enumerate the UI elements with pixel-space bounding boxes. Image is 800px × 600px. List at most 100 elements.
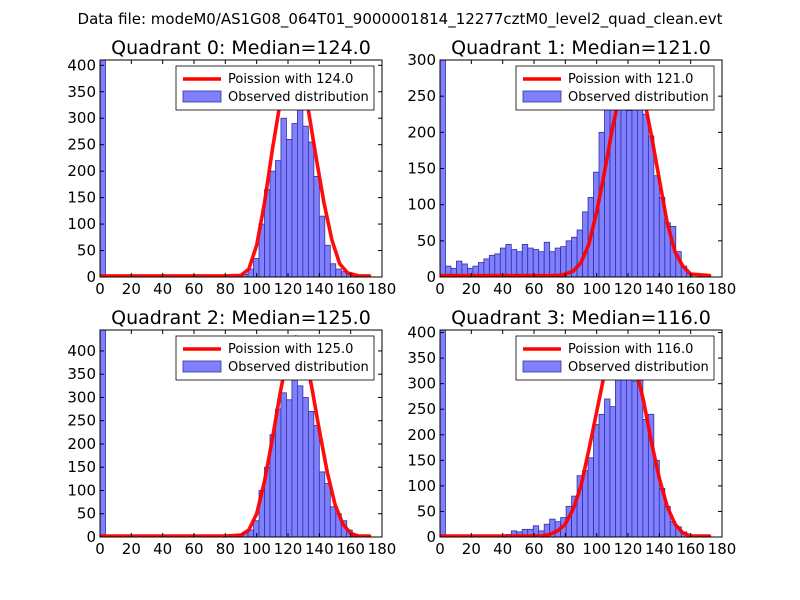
y-tick-label: 0 <box>426 528 436 546</box>
histogram-bar <box>637 95 644 277</box>
x-tick-label: 0 <box>435 280 445 298</box>
x-tick-label: 60 <box>524 280 543 298</box>
y-tick-label: 150 <box>407 160 436 178</box>
y-tick-label: 300 <box>407 375 436 393</box>
y-tick-label: 100 <box>407 477 436 495</box>
histogram-bar <box>647 135 655 277</box>
x-tick-label: 0 <box>95 540 105 558</box>
histogram-bar <box>307 141 315 277</box>
legend-bar-swatch <box>182 90 222 103</box>
x-tick-label: 100 <box>582 540 611 558</box>
x-tick-label: 160 <box>336 280 365 298</box>
histogram-bar <box>549 251 556 277</box>
panel-title: Quadrant 3: Median=116.0 <box>451 307 711 329</box>
panel-title: Quadrant 1: Median=121.0 <box>451 37 711 59</box>
y-tick-label: 400 <box>67 342 96 360</box>
x-tick-label: 20 <box>462 280 481 298</box>
x-tick-label: 160 <box>336 540 365 558</box>
histogram-bar <box>521 244 529 277</box>
histogram-bar <box>269 170 276 277</box>
histogram-bar <box>313 424 320 537</box>
legend-bar-swatch <box>522 90 562 103</box>
y-tick-label: 250 <box>67 136 96 154</box>
panel-quadrant-1: Quadrant 1: Median=121.00 20 40 60 80 100 120 1… <box>407 37 736 298</box>
panel-quadrant-2: Quadrant 2: Median=125.00 20 40 60 80 100 120 1… <box>67 307 396 558</box>
x-tick-label: 60 <box>524 540 543 558</box>
histogram-bar <box>296 385 304 537</box>
x-tick-label: 20 <box>462 540 481 558</box>
figure-suptitle: Data file: modeM0/AS1G08_064T01_90000018… <box>78 10 723 29</box>
legend: Poission with 124.0 Observed distribution <box>175 65 375 111</box>
legend-entry-poisson: Poission with 116.0 <box>568 342 693 357</box>
x-tick-label: 180 <box>368 280 397 298</box>
legend-entry-observed: Observed distribution <box>228 360 369 375</box>
axes-frame <box>439 329 723 538</box>
histogram-bar <box>440 330 446 537</box>
x-tick-label: 20 <box>122 540 141 558</box>
histogram-bar <box>307 411 315 537</box>
y-tick-label: 0 <box>86 528 96 546</box>
y-tick-label: 350 <box>407 349 436 367</box>
y-tick-label: 200 <box>67 435 96 453</box>
panel-quadrant-3: Quadrant 3: Median=116.00 20 40 60 80 100 120 1… <box>407 307 736 558</box>
x-tick-label: 160 <box>676 540 705 558</box>
y-tick-label: 400 <box>67 56 96 74</box>
y-tick-label: 200 <box>407 123 436 141</box>
histogram-bar <box>280 392 287 537</box>
x-tick-label: 100 <box>242 280 271 298</box>
x-tick-label: 80 <box>556 280 575 298</box>
y-tick-label: 200 <box>67 162 96 180</box>
histogram-bar <box>653 175 660 277</box>
histogram-bar <box>302 125 309 277</box>
histogram-bar <box>499 247 507 277</box>
histogram-bar <box>620 373 627 537</box>
legend-box <box>515 65 715 111</box>
histogram-bar <box>296 88 304 277</box>
legend-entry-poisson: Poission with 125.0 <box>228 342 353 357</box>
histogram-bar <box>100 330 106 537</box>
y-tick-label: 250 <box>67 412 96 430</box>
histogram-bar <box>576 229 583 277</box>
y-tick-label: 100 <box>407 196 436 214</box>
histogram-bar <box>286 399 293 537</box>
legend: Poission with 125.0 Observed distribution <box>175 335 375 381</box>
y-tick-label: 50 <box>417 232 436 250</box>
x-tick-label: 140 <box>305 280 334 298</box>
legend-entry-observed: Observed distribution <box>568 90 709 105</box>
x-tick-label: 120 <box>274 540 303 558</box>
y-tick-label: 50 <box>417 502 436 520</box>
x-tick-label: 180 <box>368 540 397 558</box>
histogram-bar <box>516 251 523 277</box>
histogram-bar <box>543 241 551 277</box>
y-tick-label: 150 <box>67 189 96 207</box>
legend: Poission with 116.0 Observed distribution <box>515 335 715 381</box>
y-tick-label: 350 <box>67 365 96 383</box>
histogram-bar <box>593 424 600 537</box>
histogram-bar <box>313 176 320 277</box>
histogram-bar <box>318 215 326 277</box>
y-tick-label: 400 <box>407 324 436 342</box>
histogram-bar <box>554 247 562 277</box>
histogram-bar <box>291 123 298 277</box>
panel-title: Quadrant 0: Median=124.0 <box>111 37 371 59</box>
x-tick-label: 20 <box>122 280 141 298</box>
y-tick-label: 300 <box>67 109 96 127</box>
legend-box <box>175 65 375 111</box>
x-tick-label: 40 <box>153 280 172 298</box>
panels: Quadrant 0: Median=124.00 20 40 60 80 100 120 1… <box>67 37 736 558</box>
histogram-bar <box>587 457 594 537</box>
x-tick-label: 80 <box>556 540 575 558</box>
histogram-bar <box>505 244 512 277</box>
histogram-bar <box>335 268 342 277</box>
axes-frame <box>99 329 383 538</box>
legend-box <box>515 335 715 381</box>
legend-entry-observed: Observed distribution <box>228 90 369 105</box>
x-tick-label: 0 <box>95 280 105 298</box>
y-tick-label: 300 <box>407 51 436 69</box>
x-tick-label: 140 <box>645 280 674 298</box>
legend-bar-swatch <box>522 360 562 373</box>
x-tick-label: 100 <box>242 540 271 558</box>
x-tick-label: 40 <box>493 540 512 558</box>
histogram-bar <box>604 103 611 277</box>
histogram-bar <box>280 117 287 277</box>
